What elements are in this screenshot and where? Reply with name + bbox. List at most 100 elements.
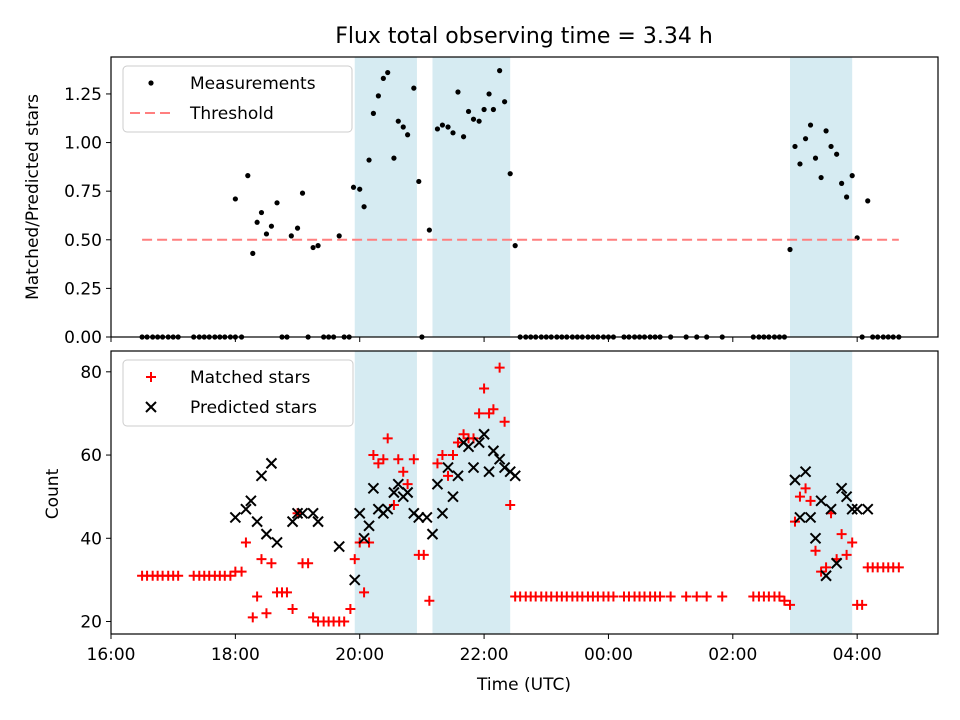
legend: Matched stars Predicted stars <box>122 359 354 427</box>
series-measurements <box>139 68 902 340</box>
data-point <box>256 554 267 565</box>
data-point <box>245 173 251 179</box>
data-point <box>254 219 260 225</box>
data-point <box>805 495 816 506</box>
data-point <box>402 479 413 490</box>
data-point <box>240 537 251 548</box>
data-point <box>307 507 319 520</box>
bottom-y-axis-label: Count <box>43 468 63 519</box>
x-axis-label: Time (UTC) <box>476 675 571 695</box>
data-point <box>862 503 874 515</box>
data-point <box>835 482 848 495</box>
data-point <box>490 106 497 113</box>
data-point <box>401 486 414 499</box>
data-point <box>792 143 798 150</box>
data-point <box>400 124 406 130</box>
data-point <box>354 507 366 520</box>
data-point <box>349 574 361 586</box>
data-point <box>345 604 356 615</box>
data-point <box>787 246 793 253</box>
data-point <box>421 511 433 524</box>
legend-marker <box>148 80 154 86</box>
x-tick-label: 18:00 <box>211 645 260 665</box>
x-tick-label: 04:00 <box>833 645 882 665</box>
data-point <box>479 383 490 394</box>
data-point <box>268 223 275 229</box>
data-point <box>717 591 728 602</box>
y-tick-label: 1.25 <box>64 85 102 105</box>
data-point <box>701 591 712 602</box>
data-point <box>502 99 508 105</box>
data-point <box>467 461 480 474</box>
data-point <box>398 466 409 477</box>
data-point <box>303 558 314 569</box>
data-point <box>493 453 506 465</box>
data-point <box>413 511 425 524</box>
data-point <box>655 591 666 602</box>
legend-label: Threshold <box>189 104 274 124</box>
legend-label: Matched stars <box>190 368 310 388</box>
top-y-axis-label: Matched/Predicted stars <box>23 94 43 300</box>
data-point <box>804 511 817 524</box>
series-matched-stars <box>137 362 904 627</box>
data-point <box>349 554 360 565</box>
data-point <box>812 155 819 161</box>
data-point <box>499 416 510 427</box>
data-point <box>443 470 454 481</box>
y-tick-label: 40 <box>80 529 102 549</box>
data-point <box>416 178 422 185</box>
series-predicted-stars <box>229 428 874 586</box>
data-point <box>681 591 692 602</box>
data-point <box>296 507 309 520</box>
data-point <box>810 545 821 556</box>
data-point <box>286 515 299 528</box>
data-point <box>665 591 676 602</box>
data-point <box>486 91 492 97</box>
data-point <box>366 157 372 163</box>
data-point <box>478 428 490 440</box>
data-point <box>378 454 389 465</box>
data-point <box>436 507 449 520</box>
data-point <box>291 507 304 520</box>
data-point <box>250 250 256 256</box>
data-point <box>336 233 342 239</box>
data-point <box>350 184 357 190</box>
data-point <box>260 528 273 540</box>
data-point <box>388 486 400 499</box>
data-point <box>509 470 521 482</box>
data-point <box>846 503 858 515</box>
data-point <box>258 209 265 216</box>
data-point <box>839 180 845 186</box>
data-point <box>481 106 487 113</box>
x-tick-label: 22:00 <box>460 645 509 665</box>
y-tick-label: 60 <box>80 446 102 466</box>
data-point <box>818 174 824 181</box>
data-point <box>820 570 832 582</box>
data-point <box>357 186 363 192</box>
data-point <box>445 124 451 130</box>
data-point <box>828 143 834 150</box>
data-point <box>785 599 796 610</box>
data-point <box>497 68 503 74</box>
x-tick-label: 00:00 <box>584 645 633 665</box>
data-point <box>411 85 417 91</box>
data-point <box>476 118 482 124</box>
data-point <box>460 134 467 140</box>
y-tick-label: 1.00 <box>64 134 102 154</box>
data-point <box>487 445 500 457</box>
data-point <box>312 515 324 528</box>
data-point <box>809 532 822 544</box>
data-point <box>450 130 456 136</box>
data-point <box>452 470 464 482</box>
y-tick-label: 80 <box>80 363 102 383</box>
data-point <box>424 595 435 606</box>
data-point <box>779 595 790 606</box>
data-point <box>474 408 485 419</box>
y-tick-label: 0.75 <box>64 182 102 202</box>
shaded-interval <box>432 351 511 634</box>
data-point <box>849 173 855 179</box>
data-point <box>830 557 843 569</box>
data-point <box>288 233 294 239</box>
data-point <box>266 558 277 569</box>
data-point <box>252 591 263 602</box>
